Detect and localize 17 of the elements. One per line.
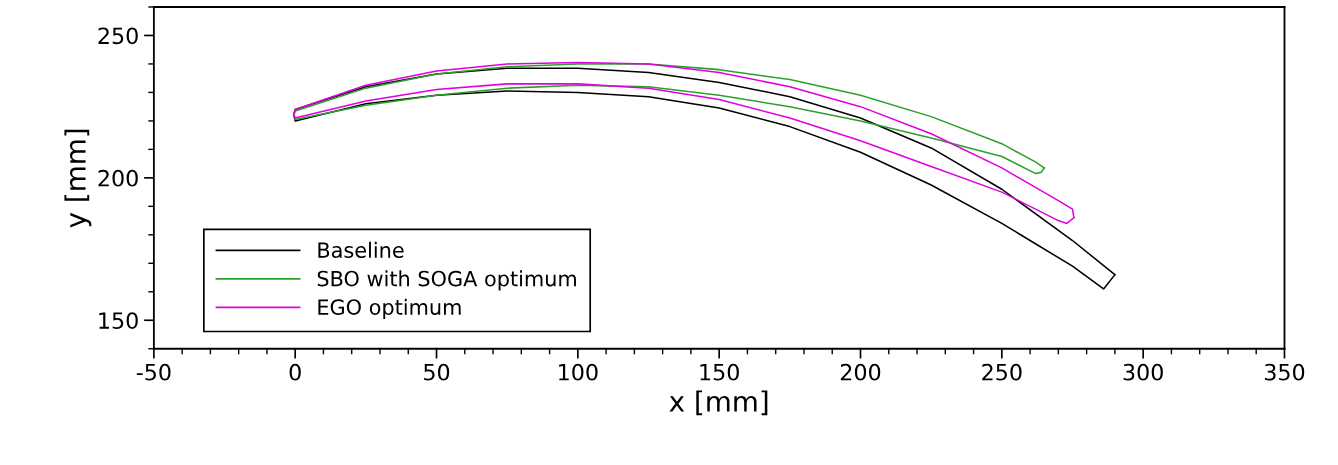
y-tick-label: 200 <box>98 169 138 187</box>
x-tick-label: 200 <box>840 363 881 381</box>
x-tick-label: 300 <box>1123 363 1163 381</box>
x-tick-label: 350 <box>1264 363 1305 381</box>
x-tick-label: 0 <box>289 363 301 381</box>
legend-label: Baseline <box>318 241 404 258</box>
y-tick-label: 250 <box>98 27 138 45</box>
x-tick-label: 50 <box>424 363 450 381</box>
x-tick-label: 150 <box>700 363 739 381</box>
legend-label: SBO with SOGA optimum <box>317 270 576 291</box>
x-tick-label: 250 <box>982 363 1022 381</box>
x-axis-title: x [mm] <box>669 390 768 416</box>
x-tick-label: -50 <box>136 363 171 381</box>
x-tick-label: 100 <box>559 363 598 381</box>
legend-label: EGO optimum <box>318 298 461 319</box>
y-axis-title: y [mm] <box>64 129 92 228</box>
y-tick-label: 150 <box>99 312 138 330</box>
